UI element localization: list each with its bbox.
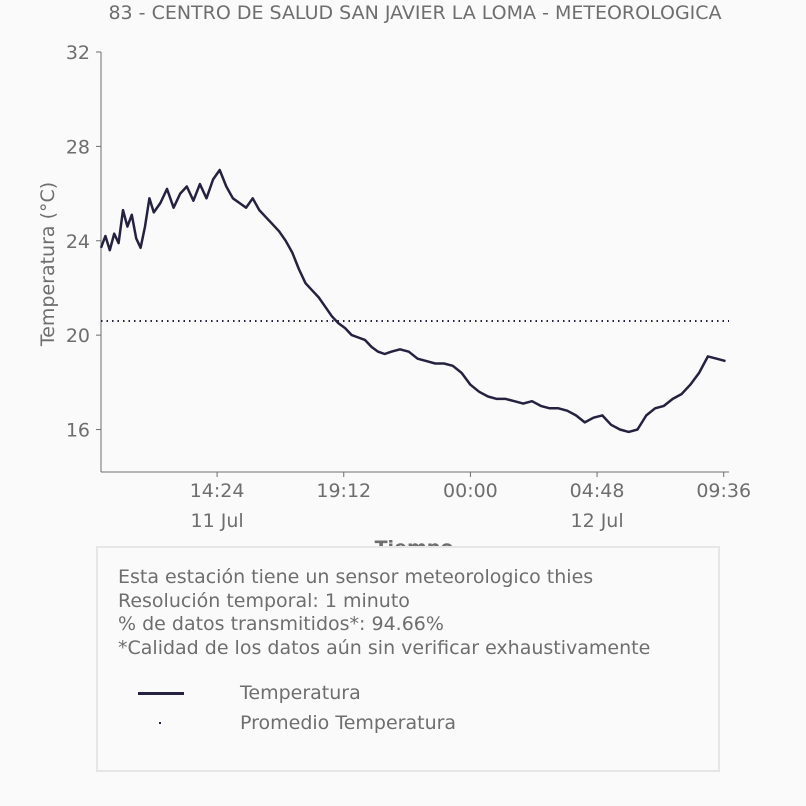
legend-dotted-line-icon <box>138 710 184 736</box>
series-temperature-line <box>99 168 726 434</box>
legend-label-temperature: Temperatura <box>240 682 361 704</box>
info-line-transmitted: % de datos transmitidos*: 94.66% <box>118 613 444 635</box>
y-tick-label: 24 <box>66 231 90 253</box>
info-lines: Esta estación tiene un sensor meteorolog… <box>118 566 650 660</box>
y-tick-label: 20 <box>66 325 90 347</box>
info-line-resolution: Resolución temporal: 1 minuto <box>118 589 410 612</box>
chart-title: 83 - CENTRO DE SALUD SAN JAVIER LA LOMA … <box>108 2 722 24</box>
legend-item-average: Promedio Temperatura <box>138 710 456 736</box>
x-tick-label: 09:36 <box>696 480 751 502</box>
y-tick-label: 28 <box>66 136 90 158</box>
info-box: Esta estación tiene un sensor meteorolog… <box>96 546 720 772</box>
info-line-quality-note: *Calidad de los datos aún sin verificar … <box>118 636 651 659</box>
legend-label-average: Promedio Temperatura <box>240 712 457 734</box>
y-axis-title: Temperatura (°C) <box>37 182 59 347</box>
x-tick-label: 00:00 <box>443 480 498 502</box>
y-tick-label: 32 <box>66 42 90 64</box>
x-date-label: 12 Jul <box>570 510 623 532</box>
x-tick-label: 14:24 <box>190 480 245 502</box>
x-date-label: 11 Jul <box>191 510 244 532</box>
x-tick-label: 04:48 <box>570 480 625 502</box>
x-tick-label: 19:12 <box>316 480 371 502</box>
y-tick-label: 16 <box>66 420 90 442</box>
legend-solid-line-icon <box>138 680 184 706</box>
info-line-station: Esta estación tiene un sensor meteorolog… <box>118 566 594 588</box>
legend-item-temperature: Temperatura <box>138 680 361 706</box>
